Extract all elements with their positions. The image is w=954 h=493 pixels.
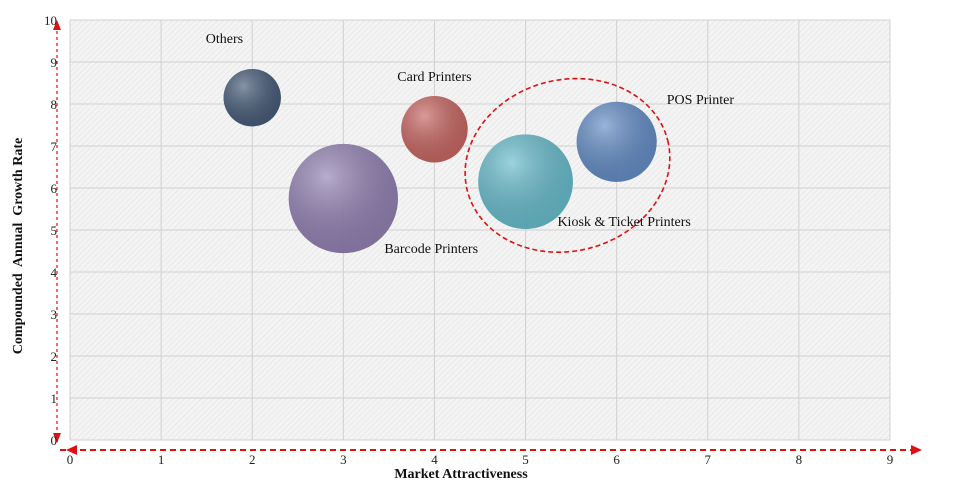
bubbles <box>223 69 671 254</box>
y-tick-label: 3 <box>51 307 58 322</box>
bubble-shade <box>223 69 281 127</box>
y-tick-label: 5 <box>51 223 58 238</box>
y-axis-title: Compounded Annual Growth Rate <box>11 138 26 354</box>
x-tick-label: 2 <box>249 452 256 467</box>
x-tick-label: 8 <box>796 452 803 467</box>
y-tick-label: 9 <box>51 55 58 70</box>
y-tick-label: 6 <box>51 181 58 196</box>
bubble-label: Barcode Printers <box>384 242 478 257</box>
x-tick-label: 4 <box>431 452 438 467</box>
x-axis-arrow-left <box>66 445 77 455</box>
x-tick-label: 9 <box>887 452 894 467</box>
x-tick-label: 6 <box>613 452 620 467</box>
y-tick-label: 4 <box>51 265 58 280</box>
y-axis-arrow-bottom <box>53 433 61 443</box>
y-axis-arrow-top <box>53 20 61 30</box>
x-tick-label: 1 <box>158 452 165 467</box>
axes: 0 1 2 3 4 5 6 7 8 9 0 1 2 3 4 5 6 7 8 9 10 <box>44 13 922 467</box>
bubble-label: Card Printers <box>397 70 471 85</box>
y-tick-label: 7 <box>51 139 58 154</box>
bubble-label: Kiosk & Ticket Printers <box>557 215 690 230</box>
y-tick-label: 2 <box>51 349 58 364</box>
x-tick-label: 5 <box>522 452 529 467</box>
bubble-label: Others <box>206 32 243 47</box>
y-tick-label: 10 <box>44 13 57 28</box>
x-tick-label: 3 <box>340 452 347 467</box>
bubble-label: POS Printer <box>667 93 735 108</box>
x-tick-label: 7 <box>705 452 712 467</box>
y-tick-label: 1 <box>51 391 58 406</box>
highlight-ellipse <box>464 77 671 254</box>
bubble-shade <box>478 134 573 230</box>
y-tick-label: 8 <box>51 97 58 112</box>
bubble-labels: Others Card Printers Barcode Printers Kiosk… <box>206 32 735 257</box>
x-axis-arrow-right <box>911 445 922 455</box>
bubble-shade <box>576 101 657 182</box>
x-axis-title: Market Attractiveness <box>394 467 528 482</box>
bubble-shade <box>401 95 468 163</box>
bubble-shade <box>288 143 399 254</box>
x-tick-label: 0 <box>67 452 74 467</box>
y-tick-label: 0 <box>51 433 58 448</box>
